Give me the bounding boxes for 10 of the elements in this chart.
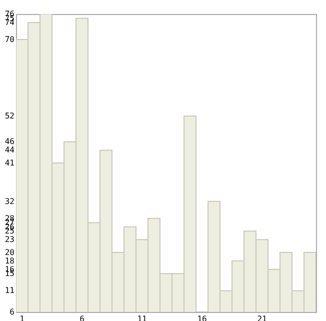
y-tick-label: 11 [4, 286, 15, 296]
y-tick-label: 52 [4, 112, 15, 121]
y-tick-label: 44 [4, 146, 15, 155]
y-tick-label: 23 [4, 235, 15, 244]
y-tick-label: 18 [4, 256, 15, 266]
y-tick-label: 46 [4, 137, 15, 146]
y-tick-label: 20 [4, 248, 15, 257]
y-tick-label: 32 [4, 196, 15, 206]
y-tick-label: 41 [4, 158, 15, 168]
y-tick-label: 70 [4, 35, 15, 44]
